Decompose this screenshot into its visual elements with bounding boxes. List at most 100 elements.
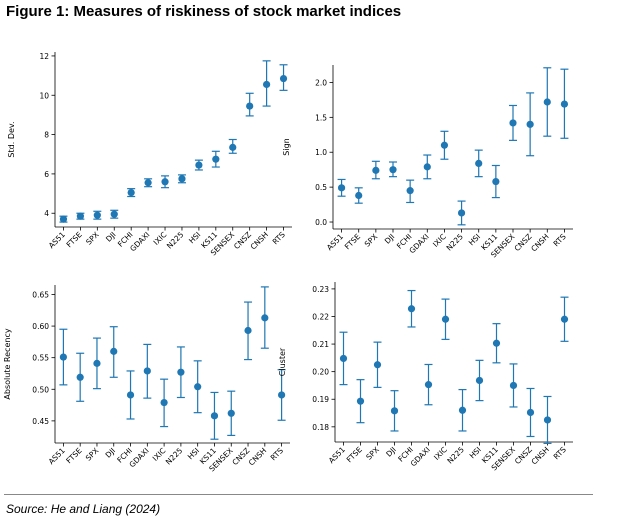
data-point-hsi — [475, 376, 484, 385]
data-point-rts — [279, 74, 288, 83]
data-point-cnsh — [543, 98, 551, 106]
y-tick-label: 2.0 — [315, 78, 327, 87]
x-tick-label: GDAXI — [407, 232, 430, 255]
data-point-gdaxi — [143, 367, 151, 375]
x-tick-label: CNSH — [529, 232, 550, 253]
y-tick-label: 10 — [39, 91, 49, 100]
data-point-fchi — [126, 391, 135, 399]
y-axis-label: Std. Dev. — [7, 121, 16, 157]
data-point-gdaxi — [144, 179, 152, 187]
x-tick-label: N225 — [445, 232, 466, 253]
y-tick-label: 0.50 — [32, 385, 49, 394]
data-point-hsi — [475, 159, 483, 167]
y-tick-label: 0.65 — [32, 290, 49, 299]
data-point-rts — [560, 100, 569, 108]
y-tick-label: 1.0 — [315, 148, 327, 157]
data-point-sensex — [509, 119, 517, 127]
data-point-dji — [390, 407, 399, 415]
x-tick-label: N225 — [164, 446, 185, 467]
y-tick-label: 0.55 — [32, 354, 49, 363]
y-tick-label: 1.5 — [315, 113, 327, 122]
y-tick-label: 0.22 — [312, 312, 329, 321]
data-point-cnsz — [246, 102, 254, 110]
y-tick-label: 0.5 — [315, 183, 327, 192]
x-tick-label: SPX — [363, 232, 380, 249]
data-point-dji — [389, 166, 397, 174]
data-point-hsi — [194, 383, 202, 391]
y-tick-label: 8 — [44, 131, 49, 140]
y-tick-label: 4 — [44, 209, 49, 218]
data-point-rts — [560, 315, 569, 323]
data-point-n225 — [177, 368, 185, 376]
data-point-as51 — [339, 354, 348, 363]
data-point-hsi — [195, 161, 203, 169]
divider — [4, 494, 593, 495]
x-tick-label: FTSE — [65, 230, 84, 249]
data-point-cnsh — [261, 314, 269, 322]
data-point-dji — [110, 347, 118, 355]
data-point-cnsz — [526, 408, 535, 417]
data-point-cnsz — [526, 120, 534, 128]
y-tick-label: 0.45 — [32, 417, 49, 426]
x-tick-label: CNSH — [530, 445, 551, 466]
x-tick-label: FTSE — [64, 446, 83, 465]
x-tick-label: N225 — [165, 230, 186, 251]
data-point-ftse — [355, 191, 363, 200]
data-point-sensex — [227, 409, 235, 417]
y-tick-label: 0.23 — [312, 285, 329, 294]
x-tick-label: CNSZ — [513, 445, 534, 466]
x-tick-label: AS51 — [47, 230, 67, 250]
y-axis-label: Cluster — [278, 347, 287, 376]
data-point-ixic — [440, 141, 449, 149]
data-point-gdaxi — [424, 381, 433, 389]
data-point-spx — [93, 211, 101, 219]
data-point-ixic — [441, 315, 450, 323]
x-tick-label: AS51 — [325, 232, 345, 252]
x-tick-label: AS51 — [327, 445, 347, 465]
x-tick-label: CNSZ — [230, 446, 251, 467]
data-point-ks11 — [212, 155, 220, 163]
data-point-n225 — [458, 406, 467, 414]
data-point-spx — [93, 359, 101, 367]
data-point-n225 — [178, 175, 186, 183]
figure-title: Figure 1: Measures of riskiness of stock… — [6, 3, 402, 20]
data-point-spx — [373, 361, 382, 369]
data-point-ks11 — [492, 339, 501, 347]
x-tick-label: RTS — [271, 230, 287, 246]
data-point-n225 — [457, 209, 466, 217]
y-tick-label: 0.19 — [312, 395, 329, 404]
data-point-fchi — [127, 188, 135, 197]
data-point-gdaxi — [423, 163, 431, 171]
y-tick-label: 0.18 — [312, 423, 329, 432]
x-tick-label: FTSE — [343, 232, 362, 251]
x-tick-label: RTS — [552, 445, 568, 461]
data-point-ks11 — [492, 177, 500, 186]
y-axis-label: Absolute Recency — [3, 328, 12, 399]
y-tick-label: 0.60 — [32, 322, 49, 331]
x-tick-label: SPX — [84, 446, 101, 463]
x-tick-label: GDAXI — [409, 445, 432, 468]
data-point-as51 — [59, 353, 67, 361]
y-tick-label: 0.0 — [315, 218, 327, 227]
y-tick-label: 0.20 — [312, 368, 329, 377]
x-tick-label: CNSH — [247, 446, 268, 467]
x-tick-label: CNSZ — [513, 232, 534, 253]
data-point-ftse — [76, 212, 84, 220]
data-point-ks11 — [210, 412, 219, 420]
data-point-ixic — [161, 178, 169, 186]
data-point-spx — [372, 166, 380, 174]
data-point-cnsh — [263, 80, 271, 89]
source-note: Source: He and Liang (2024) — [6, 502, 161, 516]
data-point-as51 — [337, 184, 346, 192]
x-tick-label: AS51 — [47, 446, 67, 466]
data-point-ftse — [356, 397, 365, 405]
data-point-ixic — [160, 398, 168, 407]
data-point-ftse — [76, 373, 84, 381]
x-tick-label: CNSH — [249, 230, 270, 251]
data-point-dji — [110, 210, 118, 218]
chart-panel-3: 0.45 0.50 0.55 0.60 0.65 Absolute Recency AS51… — [3, 285, 290, 473]
